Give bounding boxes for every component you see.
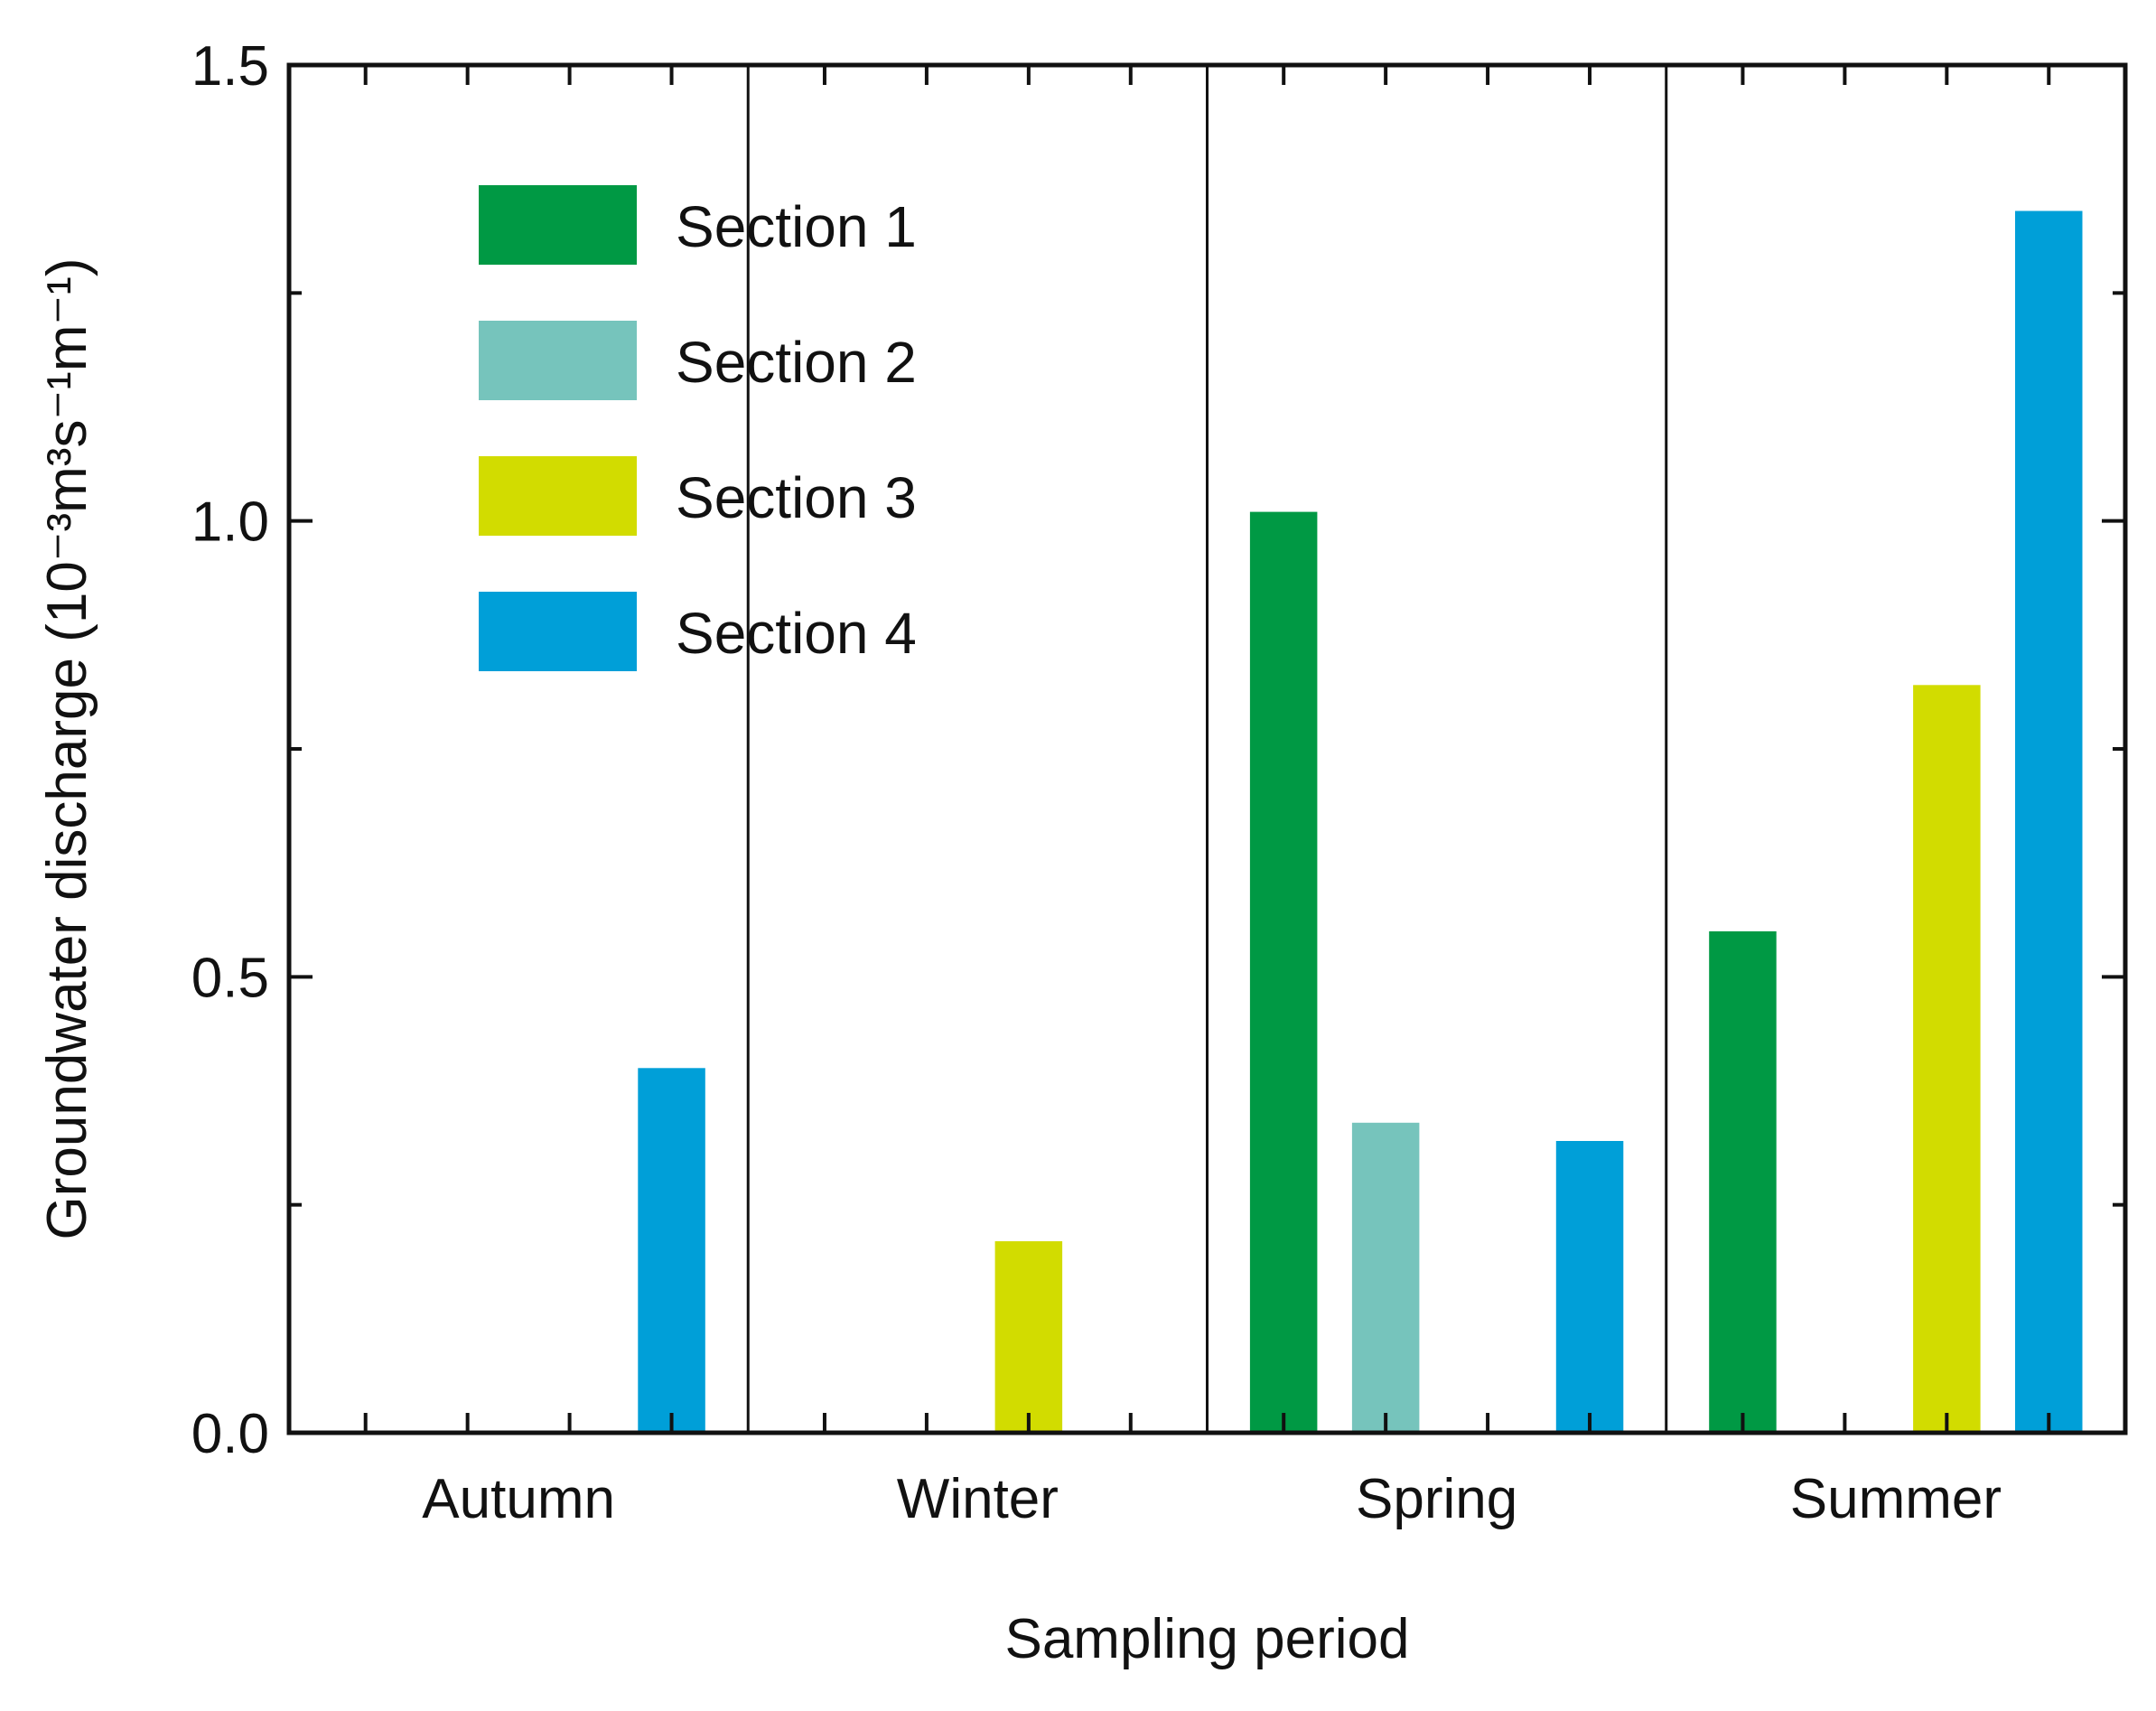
y-tick-label: 0.0 [191, 1403, 269, 1465]
bar-spring-section-4 [1555, 1141, 1624, 1433]
bars-layer [638, 210, 2083, 1433]
y-tick-labels: 0.0 0.5 1.0 1.5 [191, 35, 269, 1465]
bar-spring-section-1 [1249, 511, 1318, 1433]
bar-summer-section-4 [2015, 210, 2083, 1433]
bar-spring-section-2 [1351, 1122, 1420, 1433]
bar-summer-section-1 [1709, 930, 1777, 1433]
plot-frame [286, 62, 2128, 1435]
legend-swatch-section-3 [479, 456, 637, 536]
x-tick-label-summer: Summer [1790, 1468, 2002, 1530]
x-tick-label-autumn: Autumn [422, 1468, 615, 1530]
legend-swatch-section-1 [479, 185, 637, 265]
bar-summer-section-3 [1913, 685, 1981, 1433]
legend: Section 1 Section 2 Section 3 Section 4 [479, 185, 917, 671]
y-axis-title: Groundwater discharge (10⁻³m³s⁻¹m⁻¹) [36, 258, 98, 1240]
bar-winter-section-3 [994, 1241, 1063, 1433]
legend-label-section-4: Section 4 [676, 601, 917, 666]
period-separators [746, 65, 1668, 1433]
x-tick-labels: Autumn Winter Spring Summer [422, 1468, 2002, 1530]
legend-swatch-section-4 [479, 592, 637, 671]
legend-label-section-2: Section 2 [676, 330, 917, 395]
x-tick-label-winter: Winter [897, 1468, 1059, 1530]
x-tick-label-spring: Spring [1356, 1468, 1517, 1530]
x-axis-title: Sampling period [1004, 1608, 1409, 1670]
legend-label-section-1: Section 1 [676, 194, 917, 259]
y-tick-label: 0.5 [191, 947, 269, 1009]
bar-autumn-section-4 [638, 1068, 705, 1433]
y-tick-label: 1.0 [191, 491, 269, 554]
legend-swatch-section-2 [479, 321, 637, 400]
y-tick-label: 1.5 [191, 35, 269, 98]
legend-label-section-3: Section 3 [676, 465, 917, 530]
